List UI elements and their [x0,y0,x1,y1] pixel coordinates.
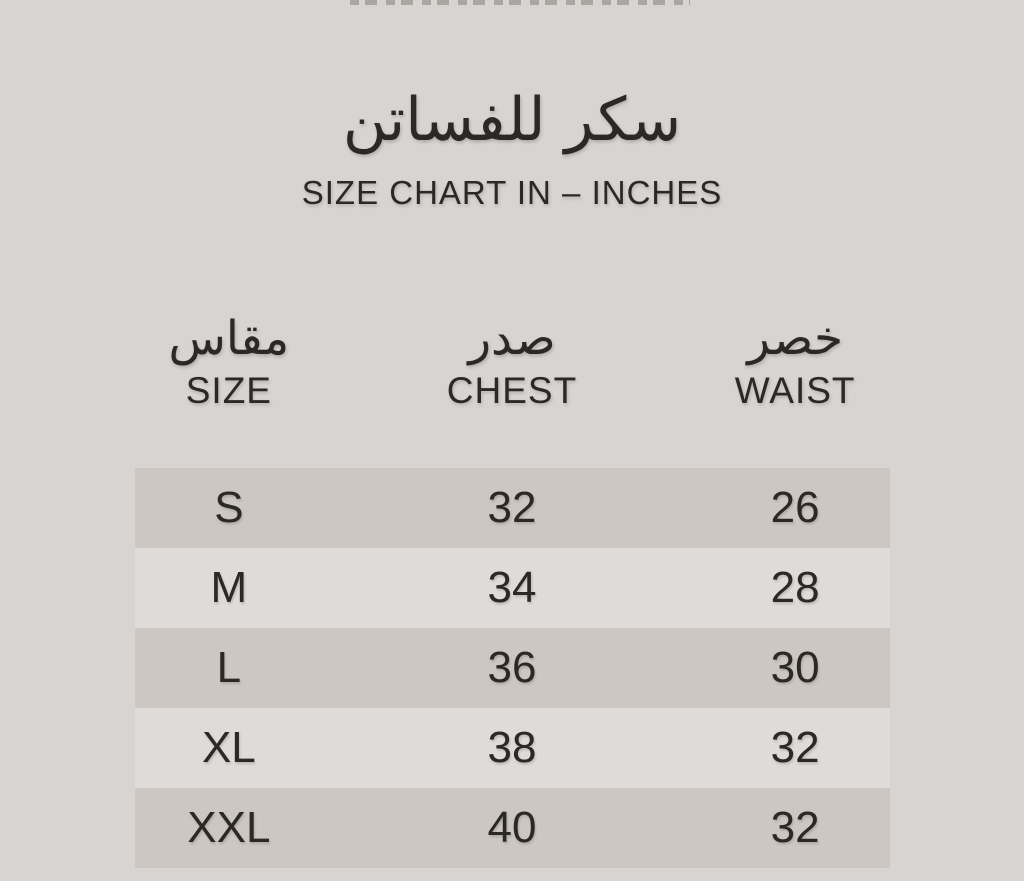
column-header-waist-english: WAIST [734,370,856,411]
cell-waist: 30 [770,643,820,692]
table-row-xl: XL 38 32 [134,708,890,788]
cell-size: M [210,563,248,612]
table-row-xxl: XXL 40 32 [134,788,890,868]
table-header-row: مقاس SIZE صدر CHEST خصر WAIST [135,308,890,412]
column-header-chest-english: CHEST [446,370,578,411]
cutoff-text-remnant [350,0,690,5]
column-header-size-arabic: مقاس [168,311,290,366]
column-header-size-english: SIZE [185,370,272,411]
size-table: S 32 26 M 34 28 L 36 30 XL 38 32 XXL [134,468,890,868]
column-header-chest: صدر CHEST [323,308,701,412]
cell-chest: 40 [487,803,537,852]
cell-waist: 32 [770,803,820,852]
table-row-s: S 32 26 [134,468,890,548]
cell-size: XL [201,723,256,772]
cell-chest: 36 [487,643,537,692]
column-header-waist: خصر WAIST [701,308,890,412]
column-header-chest-arabic: صدر [468,311,556,366]
cell-chest: 32 [487,483,537,532]
cell-waist: 32 [770,723,820,772]
size-chart-area: مقاس SIZE صدر CHEST خصر WAIST S 32 26 M … [134,308,890,868]
column-header-size: مقاس SIZE [135,308,324,412]
column-header-waist-arabic: خصر [747,311,843,366]
cell-waist: 26 [770,483,820,532]
size-chart-subtitle: SIZE CHART IN – INCHES [301,174,723,211]
cell-size: XXL [187,803,271,852]
cell-size: L [216,643,242,692]
cell-size: S [214,483,244,532]
cell-chest: 38 [487,723,537,772]
table-row-l: L 36 30 [134,628,890,708]
cell-waist: 28 [770,563,820,612]
brand-title-arabic: سكر للفساتن [342,85,682,155]
table-row-m: M 34 28 [134,548,890,628]
cell-chest: 34 [487,563,537,612]
